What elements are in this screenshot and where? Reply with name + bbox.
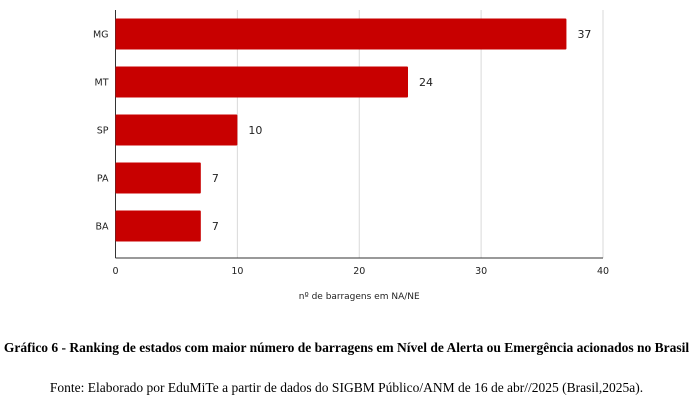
bar-chart: 0 10 20 30 40 MG 37 MT 24 SP 10 PA 7 BA 7 nº de barrage… bbox=[93, 10, 609, 302]
x-axis-title: nº de barragens em NA/NE bbox=[299, 292, 420, 302]
chart-caption-source: Fonte: Elaborado por EduMiTe a partir de… bbox=[49, 380, 644, 395]
data-label: 10 bbox=[248, 124, 262, 137]
data-label: 7 bbox=[212, 220, 219, 233]
bar-pa bbox=[115, 162, 201, 194]
y-tick-label: BA bbox=[95, 222, 109, 233]
bar-sp bbox=[115, 114, 238, 146]
y-tick-label: SP bbox=[97, 126, 109, 137]
data-label: 37 bbox=[577, 28, 591, 41]
x-tick-label: 20 bbox=[353, 266, 365, 277]
y-tick-label: MG bbox=[93, 30, 109, 41]
x-tick-label: 40 bbox=[597, 266, 609, 277]
x-tick-label: 10 bbox=[231, 266, 243, 277]
y-tick-label: PA bbox=[97, 174, 109, 185]
chart-caption-title: Gráfico 6 - Ranking de estados com maior… bbox=[3, 340, 690, 355]
x-tick-label: 0 bbox=[112, 266, 118, 277]
y-tick-label: MT bbox=[95, 78, 109, 89]
bar-mt bbox=[115, 66, 408, 98]
data-label: 24 bbox=[419, 76, 433, 89]
bar-ba bbox=[115, 210, 201, 242]
bar-mg bbox=[115, 18, 567, 50]
x-tick-label: 30 bbox=[475, 266, 487, 277]
data-label: 7 bbox=[212, 172, 219, 185]
